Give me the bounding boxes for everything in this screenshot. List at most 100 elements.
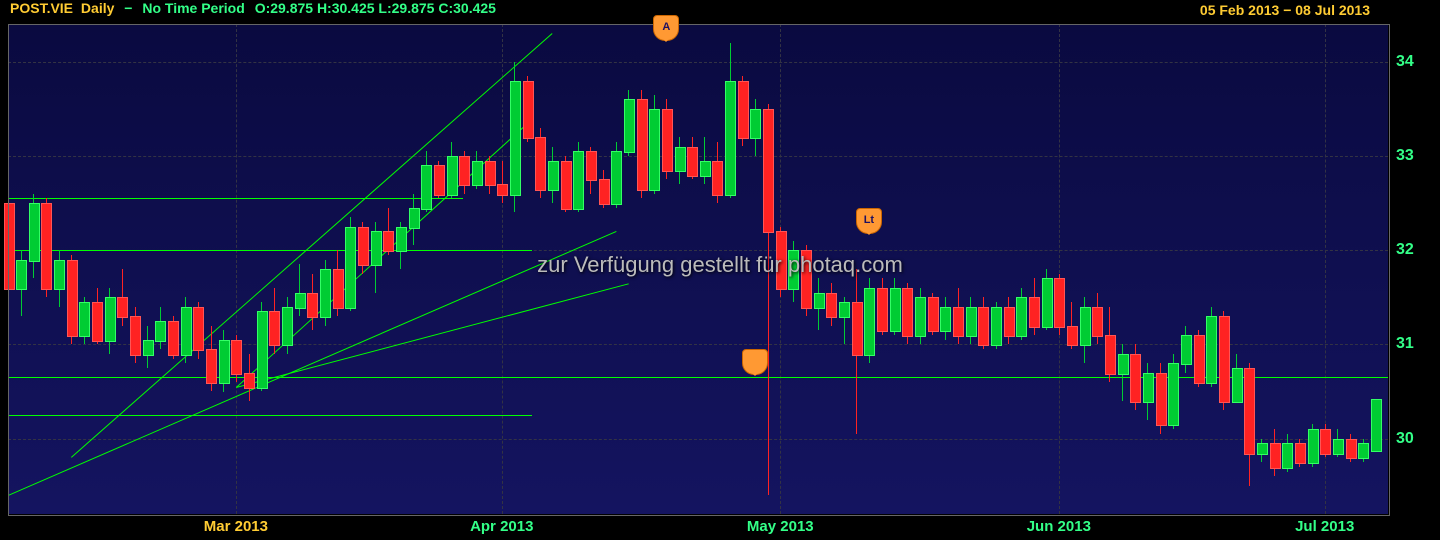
candle-body: [826, 293, 837, 319]
candle-body: [1232, 368, 1243, 403]
candle-body: [1206, 316, 1217, 384]
candle-body: [396, 227, 407, 253]
candle-body: [497, 184, 508, 195]
y-tick-label: 30: [1396, 430, 1414, 448]
candle-wick: [502, 161, 503, 203]
candle-body: [295, 293, 306, 309]
candle-body: [358, 227, 369, 267]
candle-body: [1067, 326, 1078, 347]
period-label: No Time Period: [142, 0, 244, 16]
candle-body: [535, 137, 546, 191]
candle-body: [700, 161, 711, 177]
candle-body: [168, 321, 179, 356]
candle-body: [1004, 307, 1015, 337]
symbol: POST.VIE: [0, 0, 73, 16]
candle-body: [1130, 354, 1141, 403]
candle-body: [1181, 335, 1192, 365]
candle-body: [269, 311, 280, 346]
candle-body: [675, 147, 686, 173]
chart-marker[interactable]: [742, 349, 768, 375]
x-tick-label: Jul 2013: [1295, 518, 1354, 535]
y-tick-label: 33: [1396, 147, 1414, 165]
candle-body: [16, 260, 27, 290]
chart-root: POST.VIE Daily − No Time Period O:29.875…: [0, 0, 1440, 540]
x-tick-label: Jun 2013: [1027, 518, 1091, 535]
grid-v: [236, 24, 237, 514]
candle-body: [105, 297, 116, 341]
candle-body: [1320, 429, 1331, 455]
candle-body: [434, 165, 445, 195]
candle-body: [940, 307, 951, 333]
candle-body: [231, 340, 242, 375]
timeframe: Daily: [77, 0, 114, 16]
candle-body: [409, 208, 420, 229]
candle-body: [1194, 335, 1205, 384]
candle-body: [1105, 335, 1116, 375]
candle-body: [687, 147, 698, 177]
chart-marker[interactable]: Lt: [856, 208, 882, 234]
support-line: [8, 250, 532, 251]
candle-body: [472, 161, 483, 187]
candle-body: [1308, 429, 1319, 464]
candle-body: [421, 165, 432, 209]
candle-body: [130, 316, 141, 356]
grid-v: [502, 24, 503, 514]
candle-body: [915, 297, 926, 337]
candle-body: [1295, 443, 1306, 464]
candle-body: [586, 151, 597, 181]
candle-body: [649, 109, 660, 191]
candle-body: [345, 227, 356, 309]
candle-body: [485, 161, 496, 187]
ohlc: O:29.875 H:30.425 L:29.875 C:30.425: [249, 0, 496, 16]
candle-body: [1333, 439, 1344, 455]
candle-body: [890, 288, 901, 332]
candle-body: [371, 231, 382, 266]
candle-body: [637, 99, 648, 191]
candle-body: [877, 288, 888, 332]
candle-body: [788, 250, 799, 290]
candle-body: [573, 151, 584, 210]
candle-body: [839, 302, 850, 318]
support-line: [8, 198, 463, 199]
candle-body: [561, 161, 572, 210]
candle-body: [1156, 373, 1167, 427]
candle-body: [1282, 443, 1293, 469]
candle-body: [1092, 307, 1103, 337]
plot-area[interactable]: [8, 24, 1388, 514]
candle-body: [1358, 443, 1369, 459]
x-tick-label: Mar 2013: [204, 518, 268, 535]
candle-body: [383, 231, 394, 252]
candle-body: [193, 307, 204, 351]
chart-marker[interactable]: A: [653, 15, 679, 41]
candle-body: [1042, 278, 1053, 327]
candle-body: [978, 307, 989, 347]
candle-body: [143, 340, 154, 356]
candle-body: [902, 288, 913, 337]
candle-body: [1016, 297, 1027, 337]
candle-body: [1257, 443, 1268, 454]
chart-header: POST.VIE Daily − No Time Period O:29.875…: [0, 0, 1440, 24]
trend-line: [8, 231, 616, 496]
candle-body: [155, 321, 166, 342]
candle-body: [750, 109, 761, 139]
candle-body: [459, 156, 470, 186]
candle-body: [1080, 307, 1091, 347]
candle-body: [510, 81, 521, 196]
candle-body: [1118, 354, 1129, 375]
candle-body: [966, 307, 977, 337]
candle-body: [953, 307, 964, 337]
neg: −: [118, 0, 138, 16]
candle-body: [1054, 278, 1065, 327]
candle-body: [548, 161, 559, 191]
candle-body: [333, 269, 344, 309]
grid-h: [8, 439, 1388, 440]
candle-body: [738, 81, 749, 140]
candle-body: [4, 203, 15, 290]
candle-body: [864, 288, 875, 356]
candle-body: [928, 297, 939, 332]
candle-body: [1270, 443, 1281, 469]
candle-body: [1219, 316, 1230, 403]
candle-body: [447, 156, 458, 196]
candle-body: [1168, 363, 1179, 426]
grid-h: [8, 62, 1388, 63]
